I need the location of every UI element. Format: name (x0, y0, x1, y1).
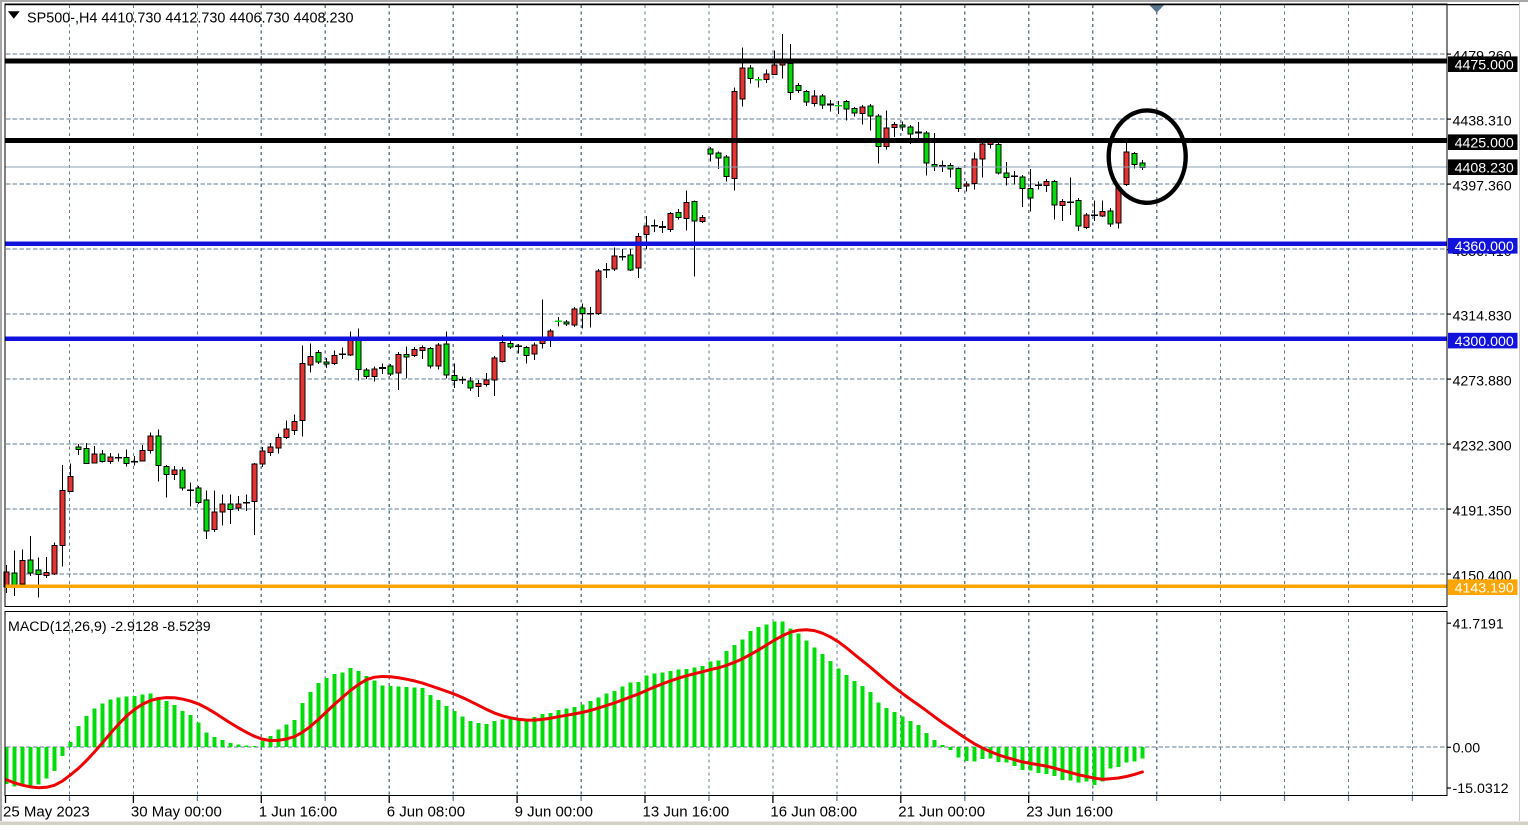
svg-text:4360.000: 4360.000 (1455, 239, 1514, 255)
svg-text:16 Jun 08:00: 16 Jun 08:00 (770, 804, 857, 821)
svg-text:4475.000: 4475.000 (1455, 57, 1514, 73)
svg-text:4314.830: 4314.830 (1453, 308, 1512, 324)
svg-text:4425.000: 4425.000 (1455, 135, 1514, 151)
svg-text:4143.190: 4143.190 (1455, 580, 1514, 596)
svg-text:4438.310: 4438.310 (1453, 113, 1512, 129)
svg-text:1 Jun 16:00: 1 Jun 16:00 (259, 804, 337, 821)
svg-text:6 Jun 08:00: 6 Jun 08:00 (387, 804, 465, 821)
svg-text:4397.360: 4397.360 (1453, 178, 1512, 194)
svg-text:4408.230: 4408.230 (1455, 160, 1514, 176)
svg-text:30 May 00:00: 30 May 00:00 (131, 804, 222, 821)
svg-text:4232.300: 4232.300 (1453, 438, 1512, 454)
svg-text:13 Jun 16:00: 13 Jun 16:00 (643, 804, 730, 821)
svg-text:SP500-,H4 4410.730 4412.730 4: SP500-,H4 4410.730 4412.730 4406.730 440… (27, 11, 353, 27)
svg-text:4191.350: 4191.350 (1453, 503, 1512, 519)
svg-text:-15.0312: -15.0312 (1453, 781, 1509, 797)
svg-text:23 Jun 16:00: 23 Jun 16:00 (1026, 804, 1113, 821)
svg-text:4273.880: 4273.880 (1453, 373, 1512, 389)
svg-text:4300.000: 4300.000 (1455, 334, 1514, 350)
svg-text:MACD(12,26,9) -2.9128 -8.5239: MACD(12,26,9) -2.9128 -8.5239 (8, 619, 211, 635)
svg-text:41.7191: 41.7191 (1453, 616, 1504, 632)
svg-text:9 Jun 00:00: 9 Jun 00:00 (515, 804, 593, 821)
svg-text:25 May 2023: 25 May 2023 (3, 804, 90, 821)
svg-text:21 Jun 00:00: 21 Jun 00:00 (898, 804, 985, 821)
svg-text:0.00: 0.00 (1453, 741, 1481, 757)
